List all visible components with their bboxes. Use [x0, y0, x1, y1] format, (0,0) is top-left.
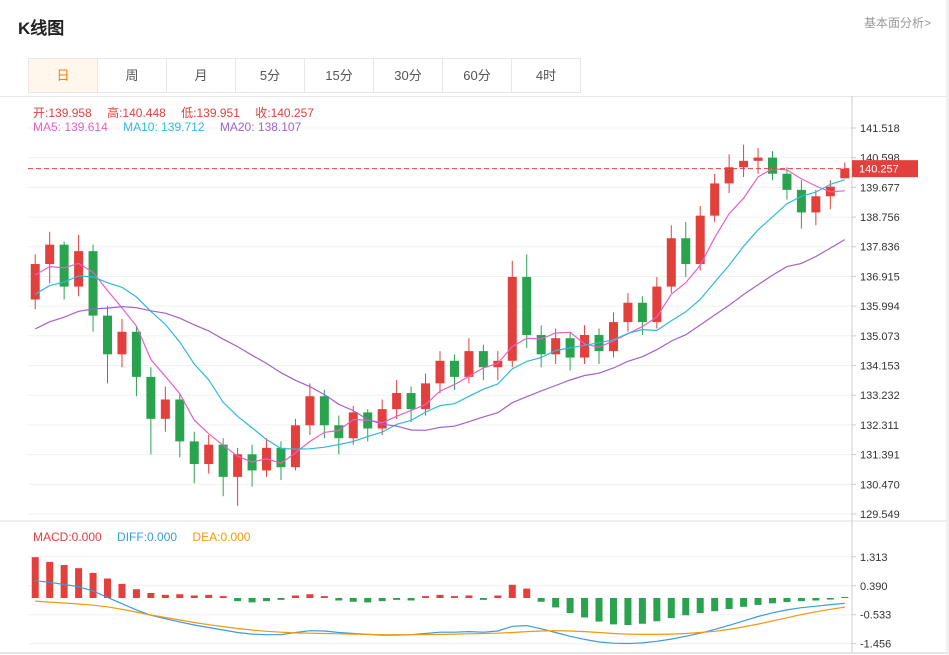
ohlc-high: 高:140.448	[107, 106, 166, 120]
macd-histogram	[31, 557, 849, 626]
svg-text:-1.456: -1.456	[860, 639, 891, 651]
svg-text:132.311: 132.311	[860, 420, 899, 432]
svg-text:141.518: 141.518	[860, 123, 900, 135]
ma20-line	[34, 239, 846, 431]
svg-text:137.836: 137.836	[860, 242, 900, 254]
ohlc-open: 开:139.958	[33, 106, 92, 120]
svg-text:139.677: 139.677	[860, 182, 900, 194]
svg-text:0.390: 0.390	[860, 581, 888, 593]
scrollbar[interactable]	[946, 0, 949, 655]
grid-and-axis: 141.518140.598139.677138.756137.836136.9…	[0, 96, 949, 654]
macd-legend: MACD:0.000 DIFF:0.000 DEA:0.000	[33, 530, 262, 544]
svg-text:135.994: 135.994	[860, 301, 900, 313]
tab-4时[interactable]: 4时	[511, 58, 581, 93]
tab-30分[interactable]: 30分	[373, 58, 443, 93]
svg-text:140.257: 140.257	[859, 164, 899, 176]
ma10-value: MA10: 139.712	[123, 120, 205, 134]
candles	[30, 144, 850, 506]
page-title: K线图	[18, 19, 65, 38]
svg-text:130.470: 130.470	[860, 479, 900, 491]
current-price-tag: 140.257	[852, 160, 918, 178]
timeframe-tabs: 日周月 5分 15分 30分 60分 4时	[28, 58, 949, 93]
ohlc-legend: 开:139.958 高:140.448 低:139.951 收:140.257	[33, 104, 326, 121]
ma20-value: MA20: 138.107	[219, 120, 302, 134]
svg-text:135.073: 135.073	[860, 331, 900, 343]
tab-60分[interactable]: 60分	[442, 58, 512, 93]
dea-line	[35, 600, 845, 636]
tab-15分[interactable]: 15分	[304, 58, 374, 93]
svg-text:134.153: 134.153	[860, 361, 900, 373]
svg-text:-0.533: -0.533	[860, 610, 891, 622]
tab-周[interactable]: 周	[97, 58, 167, 93]
svg-text:129.549: 129.549	[860, 509, 900, 521]
svg-text:138.756: 138.756	[860, 212, 900, 224]
tab-日[interactable]: 日	[28, 58, 98, 93]
tab-5分[interactable]: 5分	[235, 58, 305, 93]
ma5-line	[34, 167, 845, 464]
chart-area: 141.518 140.598 139.677 138.756 137.836 136.9…	[0, 96, 949, 655]
diff-value: DIFF:0.000	[117, 530, 178, 544]
diff-line	[35, 580, 845, 645]
svg-text:1.313: 1.313	[860, 552, 888, 564]
ohlc-close: 收:140.257	[255, 106, 314, 120]
tab-月[interactable]: 月	[166, 58, 236, 93]
svg-text:136.915: 136.915	[860, 271, 900, 283]
candlestick-chart[interactable]: 141.518140.598139.677138.756137.836136.9…	[0, 96, 949, 655]
macd-value: MACD:0.000	[33, 530, 102, 544]
ma10-line	[34, 179, 845, 450]
ohlc-low: 低:139.951	[181, 106, 240, 120]
ma5-value: MA5: 139.614	[33, 120, 108, 134]
header: K线图 基本面分析>	[0, 0, 949, 58]
svg-text:131.391: 131.391	[860, 450, 900, 462]
dea-value: DEA:0.000	[192, 530, 251, 544]
fundamental-analysis-link[interactable]: 基本面分析>	[863, 16, 931, 30]
ma-legend: MA5: 139.614 MA10: 139.712 MA20: 138.107	[33, 120, 313, 134]
svg-text:133.232: 133.232	[860, 390, 900, 402]
